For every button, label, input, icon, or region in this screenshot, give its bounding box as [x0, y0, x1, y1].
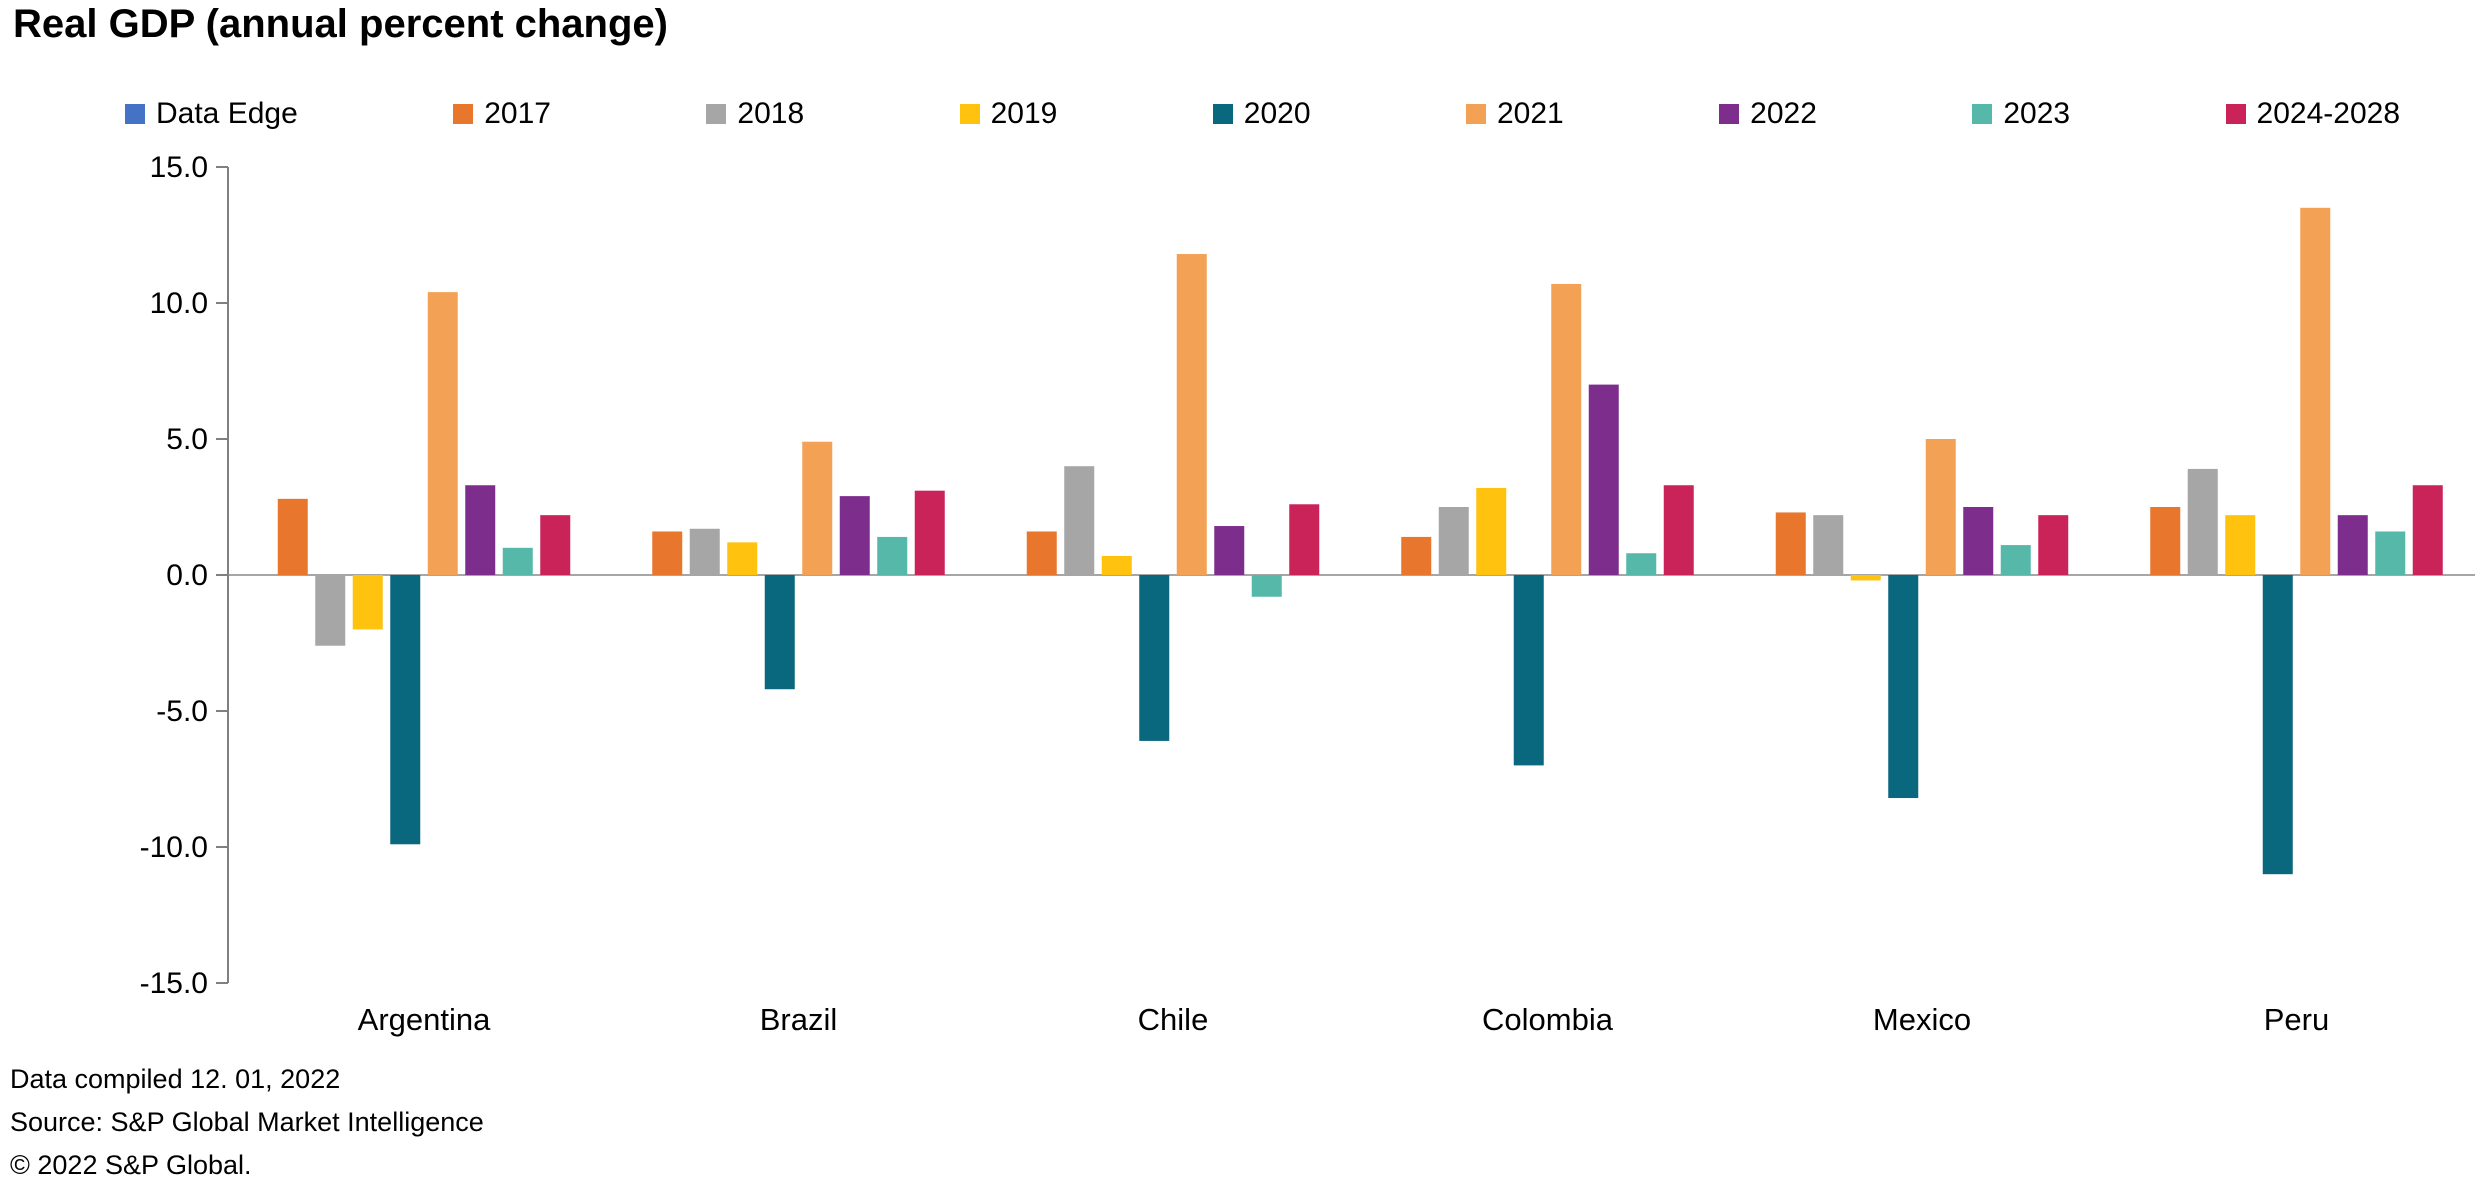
- legend-label: Data Edge: [156, 97, 298, 130]
- legend-label: 2024-2028: [2256, 97, 2400, 130]
- bar-colombia-2017: [1401, 536, 1432, 575]
- legend-swatch-data-edge: [125, 104, 145, 124]
- bar-brazil-2020: [764, 575, 795, 690]
- bar-peru-2023: [2375, 531, 2406, 575]
- bar-argentina-2018: [315, 575, 346, 646]
- y-tick-label: -10.0: [140, 831, 208, 864]
- chart-title: Real GDP (annual percent change): [13, 2, 668, 46]
- bar-mexico-2022: [1963, 507, 1994, 575]
- bar-mexico-2024-2028: [2038, 515, 2069, 575]
- legend-swatch-2018: [706, 104, 727, 124]
- y-tick-label: 5.0: [166, 423, 208, 456]
- bar-peru-2019: [2225, 515, 2256, 575]
- legend-item-2023: 2023: [1972, 97, 2070, 131]
- bar-chile-2018: [1064, 466, 1095, 575]
- bar-argentina-2017: [277, 498, 308, 575]
- x-category-label-colombia: Colombia: [1482, 1002, 1614, 1037]
- x-category-label-argentina: Argentina: [358, 1002, 491, 1037]
- bar-colombia-2024-2028: [1663, 485, 1694, 575]
- bar-mexico-2017: [1775, 512, 1806, 575]
- legend-item-2024-2028: 2024-2028: [2225, 97, 2400, 131]
- legend-item-2017: 2017: [453, 97, 551, 131]
- bar-argentina-2022: [465, 485, 496, 575]
- bar-brazil-2017: [652, 531, 683, 575]
- x-category-label-brazil: Brazil: [760, 1002, 838, 1037]
- bar-argentina-2020: [390, 575, 421, 845]
- legend-item-2018: 2018: [706, 97, 804, 131]
- bar-brazil-2023: [877, 536, 908, 575]
- legend-swatch-2021: [1465, 104, 1486, 124]
- bar-colombia-2020: [1513, 575, 1544, 766]
- bar-colombia-2021: [1551, 283, 1582, 575]
- bar-chile-2020: [1139, 575, 1170, 741]
- legend-label: 2022: [1750, 97, 1817, 130]
- legend-swatch-2019: [959, 104, 980, 124]
- chart-legend: Data Edge 2017 2018 2019 2020 2021 2022 2023 202…: [125, 92, 2400, 136]
- bar-chile-2021: [1176, 254, 1207, 575]
- bar-colombia-2022: [1588, 384, 1619, 575]
- bar-peru-2024-2028: [2412, 485, 2443, 575]
- legend-item-2020: 2020: [1212, 97, 1311, 131]
- bar-chile-2023: [1251, 575, 1282, 597]
- bar-colombia-2018: [1438, 507, 1469, 575]
- bar-brazil-2018: [689, 528, 720, 575]
- bar-mexico-2018: [1813, 515, 1844, 575]
- legend-label: 2019: [990, 97, 1058, 130]
- x-category-label-peru: Peru: [2264, 1002, 2329, 1037]
- bar-peru-2017: [2150, 507, 2181, 575]
- bar-mexico-2020: [1888, 575, 1919, 799]
- bar-colombia-2019: [1476, 487, 1507, 575]
- legend-swatch-2024-2028: [2225, 104, 2246, 124]
- legend-swatch-2022: [1719, 104, 1740, 124]
- bar-chile-2022: [1214, 526, 1245, 575]
- legend-label: 2023: [2003, 97, 2071, 130]
- gdp-bar-chart: 15.0 10.0 5.0 0.0 -5.0 -10.0 -15.0 Argentina Bra…: [140, 151, 2475, 1037]
- legend-label: 2017: [484, 97, 551, 130]
- y-tick-label: 0.0: [166, 559, 208, 592]
- x-category-label-mexico: Mexico: [1873, 1002, 1971, 1037]
- bar-peru-2018: [2187, 468, 2218, 575]
- bar-peru-2020: [2262, 575, 2293, 875]
- legend-label: 2018: [737, 97, 805, 130]
- source-note: Source: S&P Global Market Intelligence: [10, 1107, 484, 1137]
- bar-argentina-2021: [427, 292, 458, 575]
- bar-brazil-2021: [802, 441, 833, 575]
- bar-chile-2017: [1026, 531, 1057, 575]
- legend-label: 2020: [1243, 97, 1311, 130]
- bar-colombia-2023: [1626, 553, 1657, 575]
- data-compiled-note: Data compiled 12. 01, 2022: [10, 1064, 341, 1094]
- y-tick-label: 10.0: [150, 287, 208, 320]
- legend-label: 2021: [1496, 97, 1564, 130]
- legend-item-2021: 2021: [1465, 97, 1564, 131]
- legend-item-2019: 2019: [959, 97, 1058, 131]
- bar-peru-2022: [2337, 515, 2368, 575]
- bar-argentina-2024-2028: [540, 515, 571, 575]
- bar-chile-2019: [1101, 555, 1132, 575]
- bar-chile-2024-2028: [1289, 504, 1320, 575]
- bar-argentina-2019: [352, 575, 383, 630]
- bar-mexico-2023: [2000, 545, 2031, 575]
- y-tick-label: -15.0: [140, 967, 208, 1000]
- legend-swatch-2017: [453, 104, 474, 124]
- legend-item-data-edge: Data Edge: [125, 97, 298, 131]
- bar-brazil-2019: [727, 542, 758, 575]
- bar-mexico-2019: [1850, 575, 1881, 581]
- legend-item-2022: 2022: [1719, 97, 1817, 131]
- bar-argentina-2023: [502, 547, 533, 575]
- legend-swatch-2020: [1212, 104, 1233, 124]
- bar-mexico-2021: [1925, 439, 1956, 575]
- legend-swatch-2023: [1972, 104, 1993, 124]
- y-tick-label: -5.0: [156, 695, 208, 728]
- copyright-note: © 2022 S&P Global.: [10, 1150, 252, 1180]
- bar-brazil-2024-2028: [914, 490, 945, 575]
- x-category-label-chile: Chile: [1138, 1002, 1209, 1037]
- bar-peru-2021: [2300, 207, 2331, 576]
- y-tick-label: 15.0: [150, 151, 208, 184]
- chart-footer: Data compiled 12. 01, 2022 Source: S&P G…: [10, 1058, 484, 1187]
- bar-brazil-2022: [839, 496, 870, 575]
